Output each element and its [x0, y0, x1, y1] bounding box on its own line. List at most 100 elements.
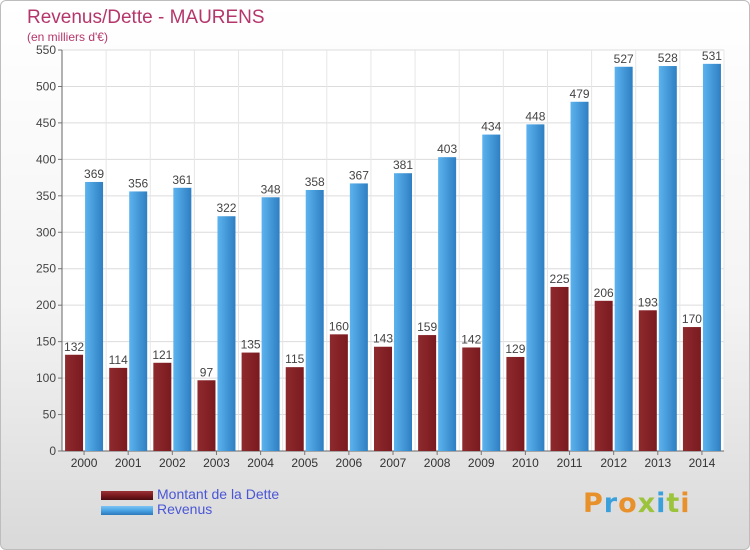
data-label-revenue: 322	[216, 201, 236, 215]
bar-revenue	[614, 66, 633, 451]
bar-revenue	[173, 187, 192, 451]
data-label-revenue: 434	[481, 120, 501, 134]
bar-revenue	[261, 197, 280, 451]
x-tick-label: 2004	[247, 456, 274, 470]
bar-debt	[329, 334, 348, 451]
data-label-debt: 121	[152, 348, 172, 362]
data-label-debt: 225	[550, 272, 570, 286]
legend-swatch-debt	[101, 491, 153, 500]
bar-debt	[506, 356, 525, 451]
data-label-debt: 170	[682, 312, 702, 326]
legend-swatch-revenue	[101, 506, 153, 515]
x-tick-label: 2003	[203, 456, 230, 470]
y-tick-label: 400	[36, 152, 56, 166]
x-tick-label: 2014	[689, 456, 716, 470]
y-tick-label: 500	[36, 79, 56, 93]
proxiti-logo: Proxiti	[583, 488, 691, 519]
legend-label-revenue: Revenus	[157, 501, 213, 517]
logo-letter: i	[656, 488, 667, 519]
bar-revenue	[129, 191, 148, 451]
data-label-revenue: 448	[525, 109, 545, 123]
bar-debt	[285, 367, 304, 451]
data-label-debt: 143	[373, 332, 393, 346]
logo-letter: o	[618, 488, 638, 519]
data-label-debt: 114	[109, 353, 128, 367]
y-tick-label: 350	[36, 189, 56, 203]
bar-debt	[197, 380, 216, 451]
data-label-revenue: 403	[437, 142, 457, 156]
data-label-revenue: 358	[305, 175, 325, 189]
data-label-revenue: 361	[172, 173, 192, 187]
x-tick-label: 2010	[512, 456, 539, 470]
x-tick-label: 2006	[336, 456, 363, 470]
bar-debt	[638, 310, 657, 451]
bar-debt	[418, 335, 437, 451]
bar-revenue	[438, 157, 457, 451]
x-tick-label: 2001	[115, 456, 142, 470]
bar-revenue	[702, 63, 721, 452]
chart-subtitle: (en milliers d'€)	[27, 30, 108, 44]
y-tick-label: 300	[36, 225, 56, 239]
data-label-revenue: 381	[393, 158, 413, 172]
bar-debt	[109, 367, 128, 451]
logo-letter: P	[583, 488, 604, 519]
data-label-revenue: 356	[128, 176, 148, 190]
logo-letter: t	[666, 488, 681, 519]
bar-revenue	[85, 181, 104, 451]
data-label-revenue: 527	[614, 52, 634, 66]
bar-debt	[241, 352, 260, 451]
y-tick-label: 450	[36, 116, 56, 130]
bar-revenue	[394, 173, 412, 451]
bar-debt	[462, 347, 481, 451]
x-tick-label: 2007	[380, 456, 407, 470]
x-tick-label: 2012	[600, 456, 627, 470]
x-tick-label: 2008	[424, 456, 451, 470]
legend-label-debt: Montant de la Dette	[157, 486, 280, 502]
bar-revenue	[305, 189, 324, 451]
x-tick-label: 2009	[468, 456, 495, 470]
data-label-revenue: 367	[349, 168, 369, 182]
bar-revenue	[658, 66, 677, 451]
bar-debt	[65, 354, 84, 451]
chart-title: Revenus/Dette - MAURENS	[27, 7, 265, 28]
bar-revenue	[526, 124, 545, 451]
data-label-debt: 160	[329, 319, 349, 333]
y-tick-label: 250	[36, 262, 56, 276]
data-label-debt: 159	[417, 320, 437, 334]
data-label-debt: 193	[638, 295, 658, 309]
y-tick-label: 200	[36, 298, 56, 312]
bar-revenue	[217, 216, 236, 451]
y-tick-label: 550	[36, 43, 56, 57]
bar-debt	[682, 327, 701, 451]
logo-letter: x	[637, 488, 657, 519]
x-tick-label: 2013	[644, 456, 671, 470]
bar-revenue	[349, 183, 368, 451]
bar-debt	[374, 346, 392, 451]
bar-debt	[153, 362, 172, 451]
bar-revenue	[482, 134, 501, 452]
y-tick-label: 100	[36, 371, 56, 385]
data-label-debt: 115	[285, 352, 304, 366]
bar-debt	[594, 300, 613, 451]
x-tick-label: 2000	[71, 456, 98, 470]
data-label-debt: 206	[594, 286, 614, 300]
y-tick-label: 50	[43, 408, 57, 422]
data-label-revenue: 528	[658, 51, 678, 65]
data-label-revenue: 369	[84, 167, 104, 181]
plot-area	[62, 50, 724, 451]
bar-revenue	[570, 101, 589, 452]
data-label-revenue: 531	[702, 49, 722, 63]
data-label-debt: 129	[505, 342, 525, 356]
data-label-revenue: 348	[261, 182, 281, 196]
y-tick-label: 150	[36, 335, 56, 349]
logo-letter: r	[603, 488, 619, 519]
data-label-debt: 97	[200, 365, 214, 379]
data-label-debt: 132	[64, 340, 84, 354]
x-tick-label: 2011	[557, 456, 583, 470]
data-label-revenue: 479	[570, 87, 590, 101]
data-label-debt: 135	[241, 338, 261, 352]
bar-debt	[550, 286, 569, 451]
logo-letter: i	[680, 488, 691, 519]
